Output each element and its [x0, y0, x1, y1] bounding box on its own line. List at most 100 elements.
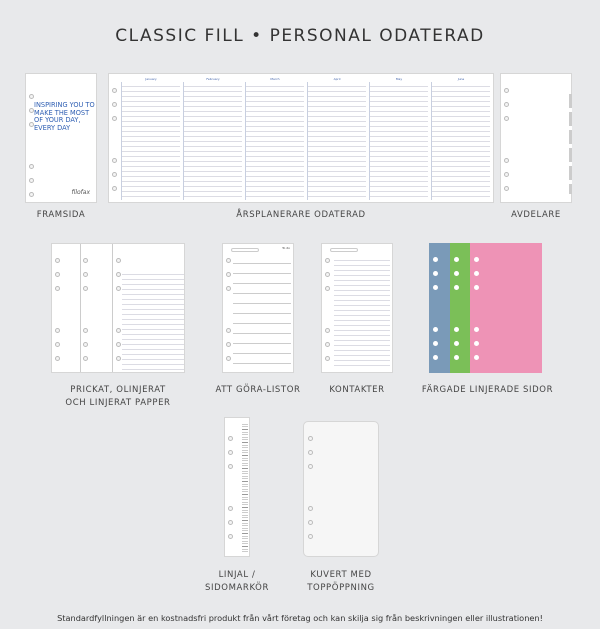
hole-icon — [226, 258, 231, 263]
hole-icon — [474, 341, 479, 346]
hole-icon — [454, 341, 459, 346]
hole-icon — [112, 116, 117, 121]
hole-icon — [226, 328, 231, 333]
hole-icon — [308, 534, 313, 539]
hole-icon — [55, 328, 60, 333]
divider-page — [500, 73, 572, 203]
hole-icon — [228, 506, 233, 511]
hole-icon — [308, 464, 313, 469]
hole-icon — [325, 286, 330, 291]
hole-icon — [474, 257, 479, 262]
hole-icon — [228, 520, 233, 525]
hole-icon — [504, 88, 509, 93]
hole-icon — [226, 356, 231, 361]
hole-icon — [433, 271, 438, 276]
hole-icon — [325, 356, 330, 361]
label-avdelare: AVDELARE — [511, 210, 561, 220]
hole-icon — [474, 355, 479, 360]
hole-icon — [226, 286, 231, 291]
todo-page: To do — [222, 243, 294, 373]
hole-icon — [454, 355, 459, 360]
month-heading: January — [145, 77, 157, 81]
month-column — [369, 82, 428, 200]
hole-icon — [55, 272, 60, 277]
filofax-logo: filofax — [71, 189, 90, 196]
year-planner-page: January February March April May June — [108, 73, 494, 203]
hole-icon — [83, 258, 88, 263]
hole-icon — [29, 164, 34, 169]
hole-icon — [228, 436, 233, 441]
ruler-page — [224, 417, 250, 557]
hole-icon — [228, 534, 233, 539]
hole-icon — [504, 172, 509, 177]
hole-icon — [116, 328, 121, 333]
month-heading: May — [395, 77, 403, 81]
label-kontakter: KONTAKTER — [329, 385, 385, 395]
hole-icon — [112, 172, 117, 177]
hole-icon — [55, 342, 60, 347]
hole-icon — [83, 272, 88, 277]
month-column — [431, 82, 490, 200]
hole-icon — [116, 272, 121, 277]
colored-page — [429, 243, 450, 373]
hole-icon — [55, 286, 60, 291]
hole-icon — [433, 285, 438, 290]
month-heading: February — [206, 77, 220, 81]
hole-icon — [504, 186, 509, 191]
framsida-page: INSPIRING YOU TO MAKE THE MOST OF YOUR D… — [25, 73, 97, 203]
month-heading: March — [270, 77, 280, 81]
hole-icon — [308, 436, 313, 441]
hole-icon — [226, 272, 231, 277]
label-kuvert: KUVERT MED TOPPÖPPNING — [307, 570, 375, 593]
footer-disclaimer: Standardfyllningen är en kostnadsfri pro… — [57, 613, 543, 623]
label-fargade: FÄRGADE LINJERADE SIDOR — [421, 385, 554, 395]
hole-icon — [504, 158, 509, 163]
hole-icon — [228, 450, 233, 455]
colored-page — [470, 243, 542, 373]
hole-icon — [504, 116, 509, 121]
hole-icon — [112, 102, 117, 107]
hole-icon — [29, 192, 34, 197]
hole-icon — [116, 342, 121, 347]
hole-icon — [325, 342, 330, 347]
label-arsplanerare: ÅRSPLANERARE ODATERAD — [236, 210, 366, 220]
month-column — [183, 82, 242, 200]
label-attgora: ATT GÖRA-LISTOR — [215, 385, 301, 395]
hole-icon — [504, 102, 509, 107]
framsida-quote: INSPIRING YOU TO MAKE THE MOST OF YOUR D… — [34, 101, 95, 132]
hole-icon — [474, 327, 479, 332]
hole-icon — [454, 257, 459, 262]
hole-icon — [83, 286, 88, 291]
hole-icon — [433, 257, 438, 262]
hole-icon — [112, 88, 117, 93]
hole-icon — [29, 122, 34, 127]
hole-icon — [454, 271, 459, 276]
month-column — [307, 82, 366, 200]
hole-icon — [29, 108, 34, 113]
month-column — [121, 82, 180, 200]
hole-icon — [55, 356, 60, 361]
label-linjal: LINJAL / SIDOMARKÖR — [205, 570, 269, 593]
divider-tabs — [569, 94, 572, 194]
hole-icon — [308, 520, 313, 525]
colored-pages — [429, 243, 542, 373]
hole-icon — [433, 327, 438, 332]
hole-icon — [116, 356, 121, 361]
label-papper: PRICKAT, OLINJERAT OCH LINJERAT PAPPER — [65, 385, 171, 408]
hole-icon — [226, 342, 231, 347]
hole-icon — [29, 94, 34, 99]
hole-icon — [116, 258, 121, 263]
hole-icon — [116, 286, 121, 291]
hole-icon — [474, 271, 479, 276]
envelope-page — [303, 421, 379, 557]
hole-icon — [112, 158, 117, 163]
hole-icon — [83, 342, 88, 347]
hole-icon — [228, 464, 233, 469]
hole-icon — [55, 258, 60, 263]
contacts-page — [321, 243, 393, 373]
hole-icon — [454, 327, 459, 332]
hole-icon — [325, 272, 330, 277]
hole-icon — [454, 285, 459, 290]
month-heading: April — [333, 77, 341, 81]
hole-icon — [29, 178, 34, 183]
